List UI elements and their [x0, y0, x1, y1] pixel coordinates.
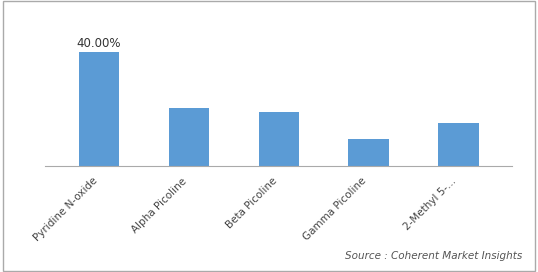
Text: Source : Coherent Market Insights: Source : Coherent Market Insights [345, 251, 522, 261]
Bar [169, 107, 209, 166]
Bar [438, 123, 479, 166]
Text: 40.00%: 40.00% [77, 37, 122, 50]
Bar [258, 112, 299, 166]
Bar [79, 52, 119, 166]
Bar [348, 139, 389, 166]
